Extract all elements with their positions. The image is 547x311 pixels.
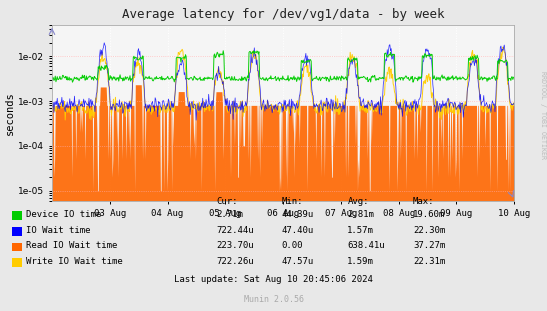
Text: Avg:: Avg: [347, 197, 369, 206]
Text: 22.31m: 22.31m [413, 257, 445, 266]
Text: 47.57u: 47.57u [282, 257, 314, 266]
Text: Write IO Wait time: Write IO Wait time [26, 257, 123, 266]
Text: 22.30m: 22.30m [413, 226, 445, 234]
Text: 722.44u: 722.44u [216, 226, 254, 234]
Text: Min:: Min: [282, 197, 303, 206]
Text: 1.59m: 1.59m [347, 257, 374, 266]
Text: 2.81m: 2.81m [347, 210, 374, 219]
Text: IO Wait time: IO Wait time [26, 226, 91, 234]
Title: Average latency for /dev/vg1/data - by week: Average latency for /dev/vg1/data - by w… [122, 8, 444, 21]
Text: Read IO Wait time: Read IO Wait time [26, 241, 118, 250]
Text: 2.71m: 2.71m [216, 210, 243, 219]
Text: RRDTOOL / TOBI OETIKER: RRDTOOL / TOBI OETIKER [540, 71, 546, 159]
Text: Munin 2.0.56: Munin 2.0.56 [243, 295, 304, 304]
Text: 37.27m: 37.27m [413, 241, 445, 250]
Text: Cur:: Cur: [216, 197, 237, 206]
Text: Max:: Max: [413, 197, 434, 206]
Text: 19.60m: 19.60m [413, 210, 445, 219]
Text: 223.70u: 223.70u [216, 241, 254, 250]
Text: 722.26u: 722.26u [216, 257, 254, 266]
Text: 638.41u: 638.41u [347, 241, 385, 250]
Text: 1.57m: 1.57m [347, 226, 374, 234]
Y-axis label: seconds: seconds [5, 91, 15, 135]
Text: Last update: Sat Aug 10 20:45:06 2024: Last update: Sat Aug 10 20:45:06 2024 [174, 275, 373, 284]
Text: 0.00: 0.00 [282, 241, 303, 250]
Text: Device IO time: Device IO time [26, 210, 102, 219]
Text: 47.40u: 47.40u [282, 226, 314, 234]
Text: 44.39u: 44.39u [282, 210, 314, 219]
